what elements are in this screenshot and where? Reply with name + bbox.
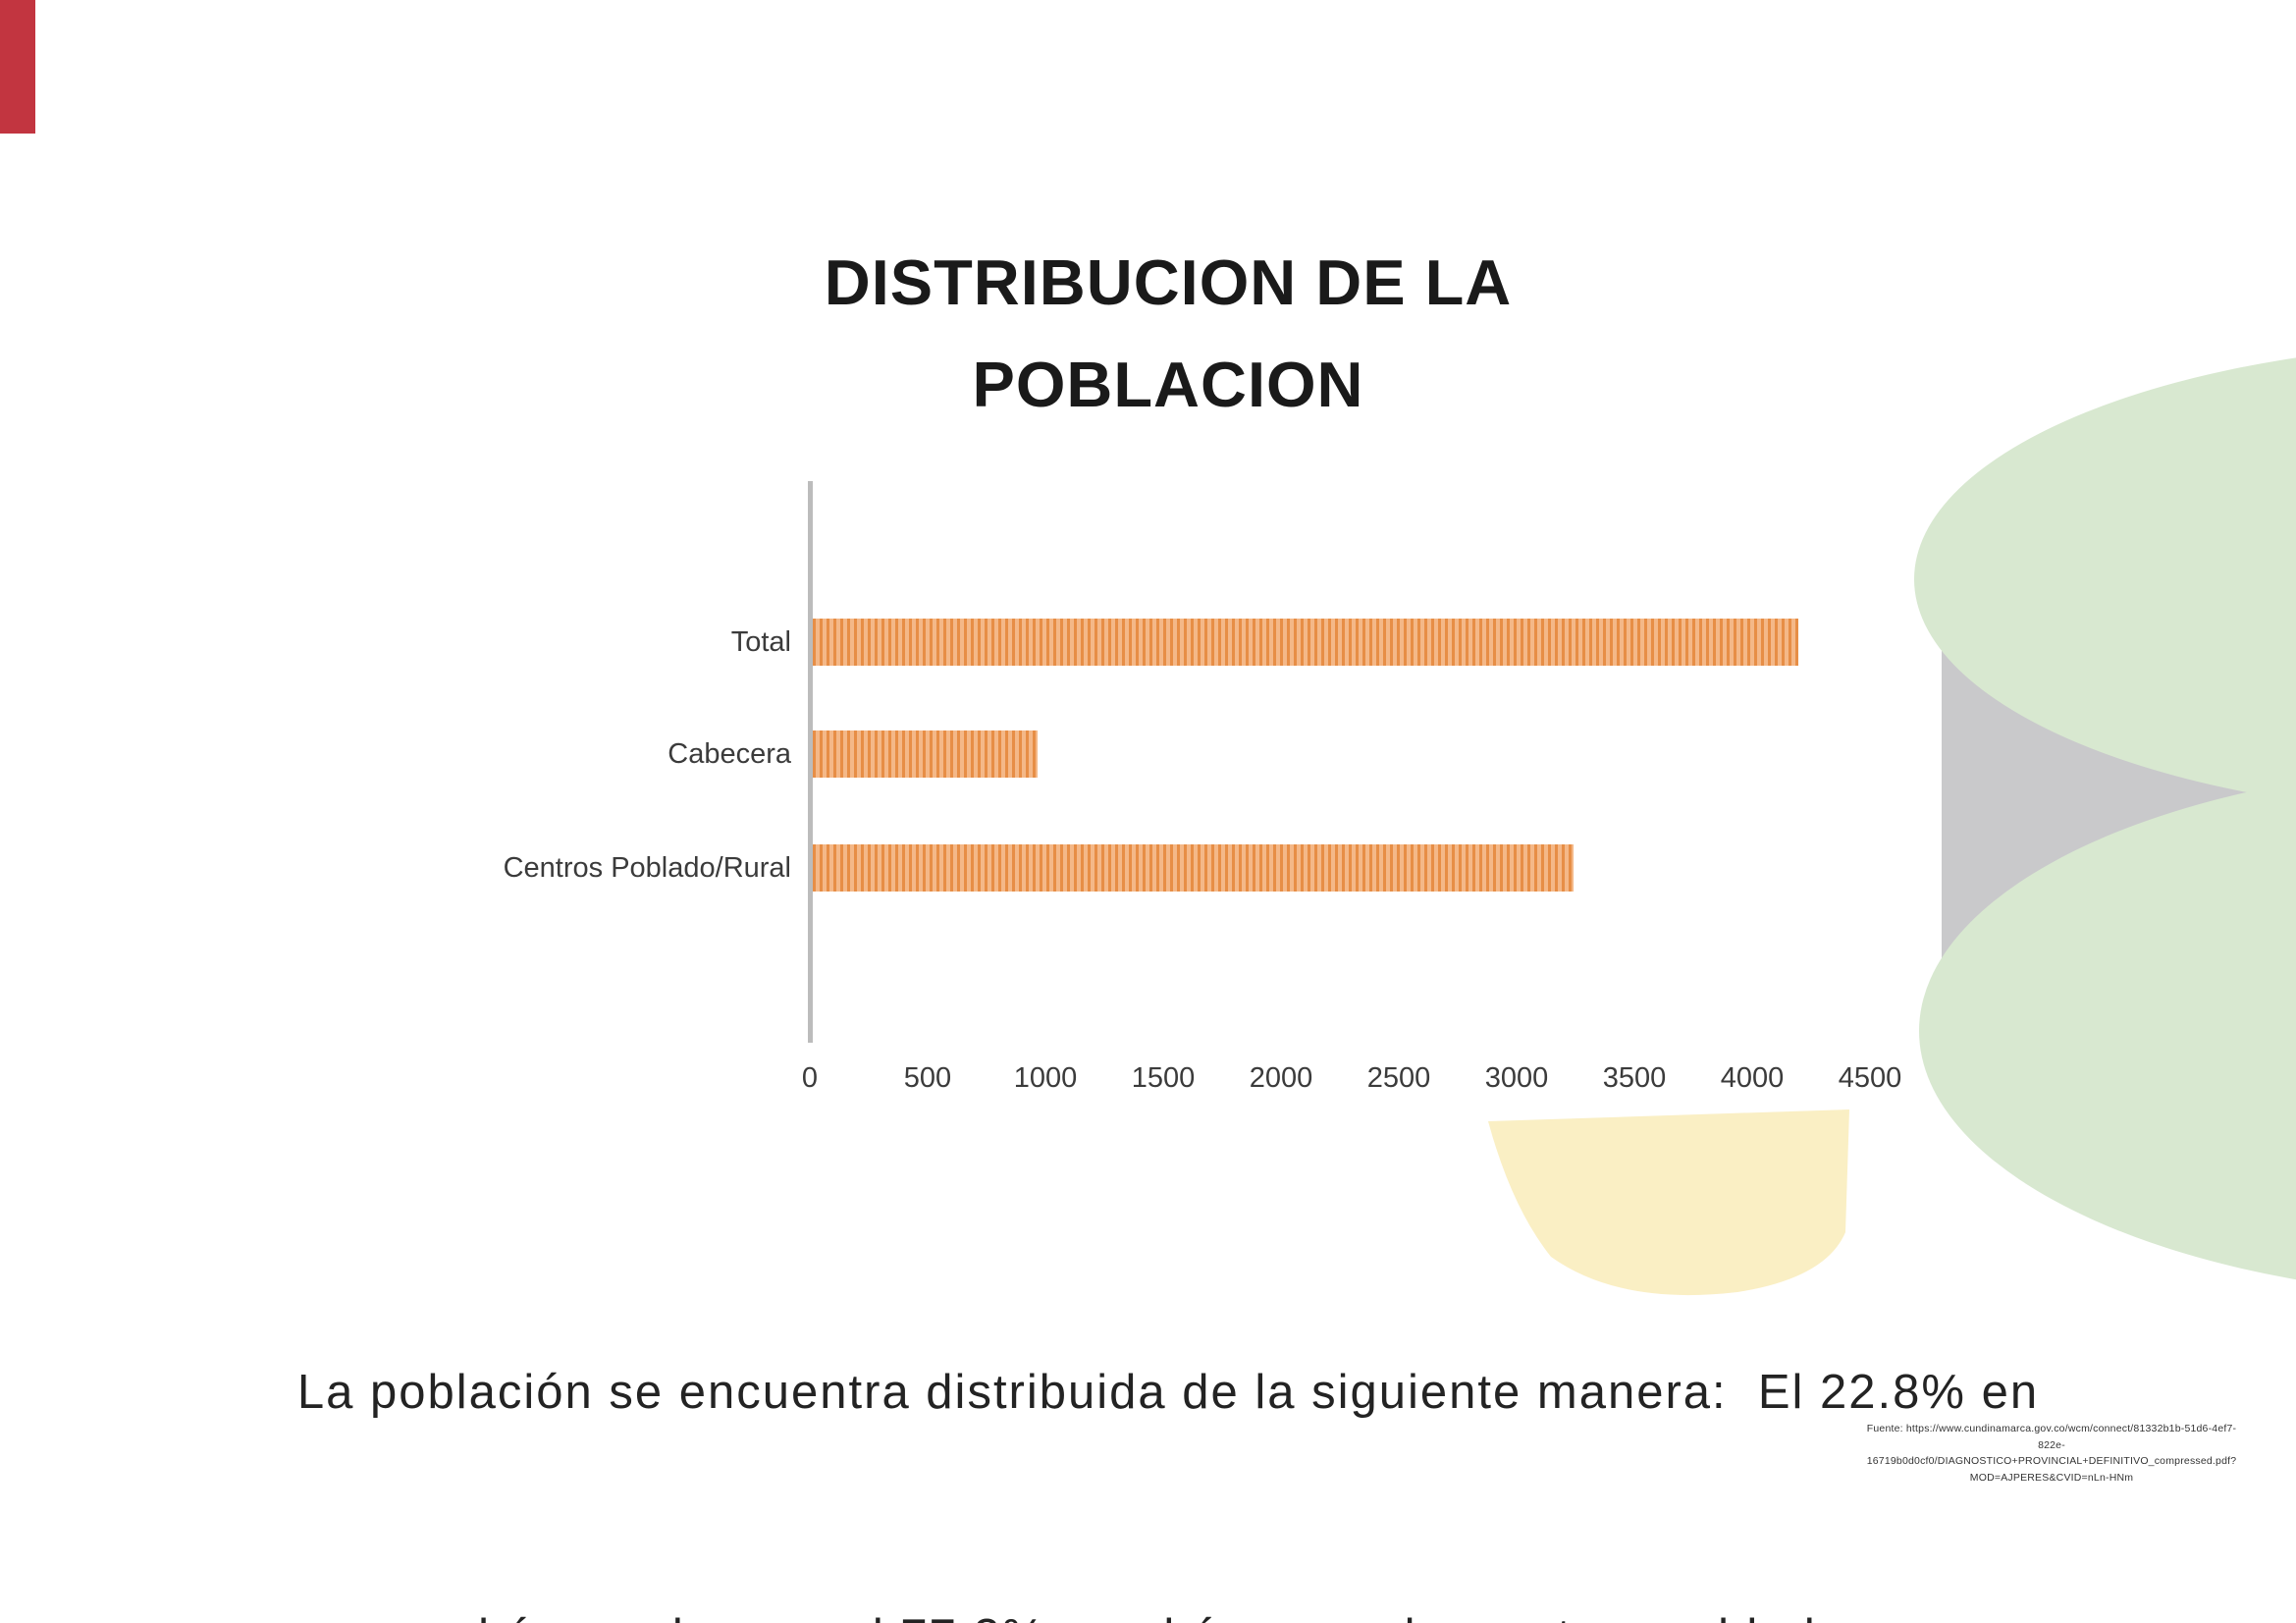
x-axis-tick-label: 1000 — [1013, 1062, 1078, 1094]
chart-title-line2: POBLACION — [972, 349, 1364, 420]
x-axis-tick-label: 4000 — [1720, 1062, 1785, 1094]
bar-centros-poblado-rural — [813, 844, 1574, 892]
caption-text: La población se encuentra distribuida de… — [59, 1189, 2277, 1623]
caption-line2: el área urbana y el 77.2% en el área rur… — [59, 1596, 2277, 1623]
x-axis-tick-label: 2500 — [1366, 1062, 1431, 1094]
decor-green-circle-top — [1914, 357, 2296, 801]
x-axis-tick-label: 3500 — [1602, 1062, 1667, 1094]
category-label: Centros Poblado/Rural — [503, 852, 791, 884]
chart-title-line1: DISTRIBUCION DE LA — [824, 246, 1513, 318]
category-label: Total — [730, 626, 791, 658]
x-axis-tick-label: 500 — [903, 1062, 952, 1094]
caption-line1: La población se encuentra distribuida de… — [296, 1366, 2040, 1419]
x-axis-tick-label: 2000 — [1249, 1062, 1313, 1094]
x-axis-tick-label: 0 — [801, 1062, 819, 1094]
x-axis-tick-label: 1500 — [1131, 1062, 1196, 1094]
decor-green-circle-bottom — [1919, 782, 2296, 1280]
decor-yellow-blob — [1488, 1109, 1849, 1296]
bar-cabecera — [813, 730, 1038, 778]
source-line2: 16719b0d0cf0/DIAGNOSTICO+PROVINCIAL+DEFI… — [1866, 1455, 2237, 1467]
y-axis-line — [808, 481, 813, 1043]
x-axis-tick-label: 3000 — [1484, 1062, 1549, 1094]
red-accent-bar — [0, 0, 35, 134]
bar-total — [813, 619, 1798, 666]
source-line3: MOD=AJPERES&CVID=nLn-HNm — [1969, 1471, 2134, 1484]
chart-title: DISTRIBUCION DE LA POBLACION — [530, 232, 1806, 436]
category-label: Cabecera — [667, 738, 791, 770]
source-line1: Fuente: https://www.cundinamarca.gov.co/… — [1866, 1423, 2237, 1451]
source-citation: Fuente: https://www.cundinamarca.gov.co/… — [1853, 1421, 2250, 1486]
x-axis-tick-label: 4500 — [1838, 1062, 1902, 1094]
